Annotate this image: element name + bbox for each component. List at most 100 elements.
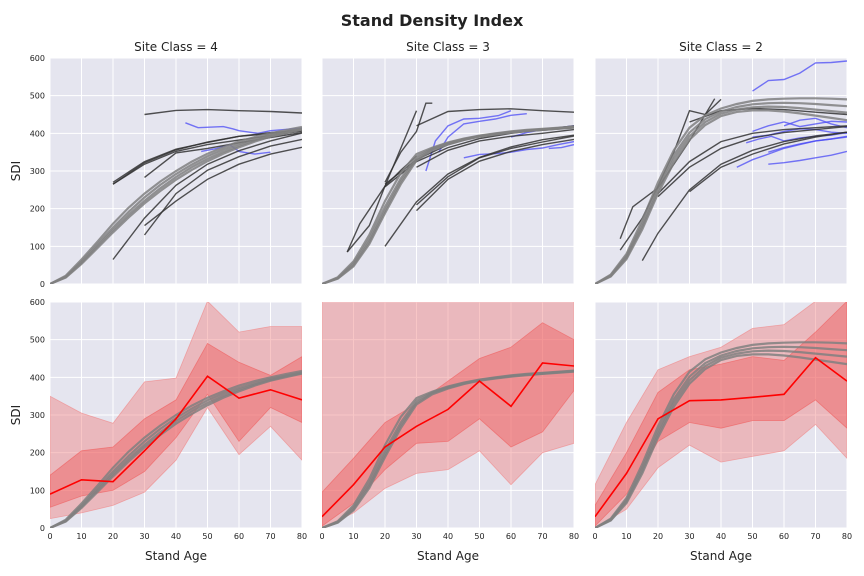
outer-interval-band [50, 302, 302, 520]
observed-black-line [689, 131, 847, 193]
observed-blue-line [185, 122, 302, 135]
x-tick-label: 80 [569, 532, 579, 541]
observed-black-line [641, 131, 847, 261]
outer-interval-band [595, 302, 847, 528]
observed-black-line [144, 108, 302, 116]
y-tick-label: 0 [40, 524, 45, 533]
x-tick-label: 0 [47, 532, 52, 541]
x-tick-label: 60 [506, 532, 516, 541]
x-tick-label: 80 [297, 532, 307, 541]
panel-grid: Site Class = 40100200300400500600SDISite… [9, 40, 852, 563]
panel-6: 0 10 20 30 40 50 60 70 80 Stand Age [592, 301, 852, 563]
observed-black-line [143, 138, 302, 236]
mean-line [50, 375, 302, 495]
observed-blue-line [438, 113, 527, 153]
observed-black-line [657, 125, 847, 195]
x-tick-label: 40 [443, 532, 453, 541]
model-curve [50, 369, 302, 528]
panel-2: Site Class = 3 [321, 40, 575, 285]
y-tick-label: 0 [40, 280, 45, 289]
y-tick-label: 100 [30, 486, 45, 495]
observed-black-line [689, 107, 847, 123]
y-axis-label: SDI [9, 161, 23, 181]
model-curve [595, 97, 847, 284]
observed-black-line [657, 125, 847, 198]
panel-4: 0 100 200 300 400 500 600 SDI 0 10 20 30 40 50 60 70 80 S… [9, 298, 307, 563]
panel-title: Site Class = 3 [406, 40, 490, 54]
x-tick-label: 50 [474, 532, 484, 541]
y-tick-label: 600 [30, 298, 45, 307]
plot-area [50, 302, 302, 528]
y-tick-label: 200 [30, 205, 45, 214]
model-curve [50, 128, 302, 284]
plot-area [322, 102, 574, 284]
x-tick-label: 60 [779, 532, 789, 541]
x-tick-label: 10 [76, 532, 86, 541]
x-axis-label: Stand Age [690, 549, 752, 563]
panel-5: 0 10 20 30 40 50 60 70 80 Stand Age [319, 301, 579, 563]
y-axis-label: SDI [9, 405, 23, 425]
model-curve [322, 370, 574, 528]
y-tick-label: 100 [30, 242, 45, 251]
y-tick-label: 300 [30, 411, 45, 420]
observed-blue-line [752, 60, 847, 92]
inner-interval-band [595, 302, 847, 527]
y-tick-label: 500 [30, 336, 45, 345]
x-tick-label: 0 [592, 532, 597, 541]
observed-black-line [416, 108, 574, 127]
observed-black-line [144, 131, 302, 178]
x-tick-label: 10 [621, 532, 631, 541]
y-tick-label: 200 [30, 449, 45, 458]
x-tick-label: 70 [265, 532, 275, 541]
x-tick-label: 50 [202, 532, 212, 541]
observed-black-line [416, 138, 574, 212]
panel-1: Site Class = 4 0 100 200 300 400 500 600 SDI [9, 40, 303, 289]
model-curve [595, 345, 847, 528]
x-tick-label: 80 [842, 532, 852, 541]
figure-title: Stand Density Index [341, 11, 524, 30]
x-tick-label: 70 [537, 532, 547, 541]
observed-black-line [416, 128, 574, 168]
y-tick-label: 400 [30, 373, 45, 382]
model-curve [50, 372, 302, 528]
x-tick-label: 0 [319, 532, 324, 541]
mean-line [322, 362, 574, 518]
panel-title: Site Class = 4 [134, 40, 218, 54]
x-tick-label: 10 [348, 532, 358, 541]
observed-black-line [416, 135, 574, 206]
observed-black-line [144, 146, 302, 227]
plot-area [595, 302, 847, 528]
model-curve [322, 126, 574, 284]
model-curve [595, 109, 847, 284]
y-tick-label: 300 [30, 167, 45, 176]
plot-area [50, 108, 302, 284]
x-tick-label: 60 [234, 532, 244, 541]
observed-blue-line [783, 117, 847, 129]
x-tick-label: 40 [716, 532, 726, 541]
x-tick-label: 70 [810, 532, 820, 541]
x-axis-label: Stand Age [417, 549, 479, 563]
x-tick-label: 20 [108, 532, 118, 541]
y-tick-label: 400 [30, 129, 45, 138]
panel-title: Site Class = 2 [679, 40, 763, 54]
x-axis-label: Stand Age [145, 549, 207, 563]
observed-black-line [346, 110, 418, 253]
x-tick-label: 30 [411, 532, 421, 541]
observed-blue-line [463, 140, 574, 159]
observed-blue-line [752, 120, 847, 133]
observed-blue-line [425, 110, 512, 172]
x-tick-label: 30 [139, 532, 149, 541]
y-tick-label: 500 [30, 92, 45, 101]
plot-area [322, 302, 574, 528]
observed-blue-line [736, 135, 847, 168]
y-tick-label: 600 [30, 54, 45, 63]
x-tick-label: 20 [380, 532, 390, 541]
outer-interval-band [322, 302, 574, 528]
panel-3: Site Class = 2 [594, 40, 848, 285]
x-tick-label: 50 [747, 532, 757, 541]
model-curve [50, 127, 302, 284]
model-curve [595, 353, 847, 528]
mean-line [595, 356, 847, 518]
x-tick-label: 30 [684, 532, 694, 541]
